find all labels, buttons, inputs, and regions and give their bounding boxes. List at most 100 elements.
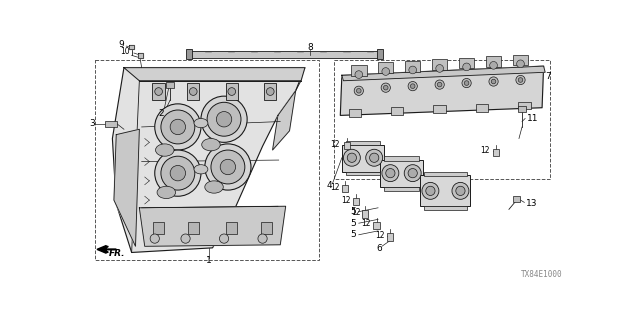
Text: 6: 6 bbox=[376, 244, 381, 253]
FancyArrowPatch shape bbox=[102, 247, 116, 252]
Circle shape bbox=[516, 75, 525, 84]
Bar bbox=[476, 104, 488, 112]
Circle shape bbox=[161, 110, 195, 144]
Text: 5: 5 bbox=[350, 207, 356, 216]
Circle shape bbox=[518, 78, 523, 82]
Circle shape bbox=[437, 82, 442, 87]
Circle shape bbox=[170, 165, 186, 181]
Circle shape bbox=[355, 71, 363, 78]
Circle shape bbox=[463, 63, 470, 71]
Polygon shape bbox=[113, 68, 305, 252]
Text: 12: 12 bbox=[330, 182, 340, 191]
Bar bbox=[342, 185, 348, 192]
Text: 12: 12 bbox=[342, 196, 351, 204]
Circle shape bbox=[435, 80, 444, 89]
Circle shape bbox=[170, 119, 186, 135]
Bar bbox=[95, 60, 319, 260]
Ellipse shape bbox=[202, 139, 220, 151]
Circle shape bbox=[155, 104, 201, 150]
Bar bbox=[353, 198, 359, 205]
Bar bbox=[432, 59, 447, 70]
Ellipse shape bbox=[194, 118, 208, 128]
Bar bbox=[351, 65, 367, 76]
Bar bbox=[188, 222, 198, 234]
Circle shape bbox=[369, 153, 379, 162]
Bar bbox=[346, 172, 380, 175]
Bar bbox=[513, 55, 528, 65]
Bar bbox=[405, 61, 420, 71]
Bar bbox=[376, 49, 383, 59]
Bar bbox=[344, 141, 350, 149]
Circle shape bbox=[228, 88, 236, 95]
Bar bbox=[264, 83, 276, 100]
Ellipse shape bbox=[205, 181, 223, 193]
Text: 2: 2 bbox=[158, 108, 164, 117]
Circle shape bbox=[383, 85, 388, 90]
Circle shape bbox=[489, 77, 498, 86]
Bar bbox=[384, 187, 419, 191]
Circle shape bbox=[386, 169, 395, 178]
Text: 1: 1 bbox=[206, 256, 212, 265]
Bar bbox=[227, 222, 237, 234]
Polygon shape bbox=[138, 53, 143, 59]
Circle shape bbox=[344, 149, 360, 166]
Circle shape bbox=[382, 68, 390, 75]
Bar bbox=[424, 206, 467, 210]
Bar bbox=[152, 83, 164, 100]
Circle shape bbox=[464, 81, 469, 85]
Ellipse shape bbox=[157, 186, 175, 198]
Circle shape bbox=[381, 83, 390, 92]
Bar bbox=[424, 172, 467, 176]
Circle shape bbox=[382, 165, 399, 182]
Bar bbox=[373, 222, 380, 229]
Ellipse shape bbox=[194, 165, 208, 174]
Circle shape bbox=[155, 150, 201, 196]
Bar bbox=[261, 222, 272, 234]
Circle shape bbox=[410, 84, 415, 88]
Bar bbox=[378, 62, 394, 73]
Circle shape bbox=[356, 88, 361, 93]
Circle shape bbox=[161, 156, 195, 190]
Bar bbox=[380, 160, 422, 187]
Circle shape bbox=[462, 78, 471, 88]
Circle shape bbox=[216, 112, 232, 127]
Circle shape bbox=[205, 144, 251, 190]
Polygon shape bbox=[340, 66, 543, 116]
Bar bbox=[518, 106, 526, 112]
Bar bbox=[186, 49, 192, 59]
Bar bbox=[493, 148, 499, 156]
Bar bbox=[391, 107, 403, 115]
Text: 9: 9 bbox=[119, 40, 125, 49]
Text: TX84E1000: TX84E1000 bbox=[521, 270, 563, 279]
Circle shape bbox=[189, 88, 197, 95]
Text: 5: 5 bbox=[350, 230, 356, 239]
Text: 12: 12 bbox=[480, 146, 490, 155]
Text: 8: 8 bbox=[307, 43, 313, 52]
Circle shape bbox=[422, 182, 439, 199]
Text: 11: 11 bbox=[527, 114, 538, 123]
Text: 4: 4 bbox=[327, 181, 332, 190]
Circle shape bbox=[155, 88, 163, 95]
Circle shape bbox=[201, 96, 247, 142]
Circle shape bbox=[404, 165, 421, 182]
Text: 7: 7 bbox=[545, 72, 551, 81]
Bar bbox=[433, 105, 446, 113]
Text: 12: 12 bbox=[330, 140, 340, 149]
Bar bbox=[187, 83, 200, 100]
Bar bbox=[513, 196, 520, 202]
Circle shape bbox=[365, 149, 383, 166]
Circle shape bbox=[492, 79, 496, 84]
Circle shape bbox=[490, 61, 497, 69]
Bar bbox=[459, 58, 474, 68]
Bar bbox=[387, 233, 393, 241]
Polygon shape bbox=[342, 66, 545, 81]
Circle shape bbox=[452, 182, 469, 199]
Circle shape bbox=[220, 159, 236, 175]
Bar bbox=[105, 121, 117, 127]
Ellipse shape bbox=[156, 144, 174, 156]
Bar bbox=[346, 141, 380, 145]
Bar bbox=[166, 82, 174, 88]
Polygon shape bbox=[273, 91, 296, 150]
Circle shape bbox=[348, 153, 356, 162]
Text: 3: 3 bbox=[90, 119, 95, 128]
